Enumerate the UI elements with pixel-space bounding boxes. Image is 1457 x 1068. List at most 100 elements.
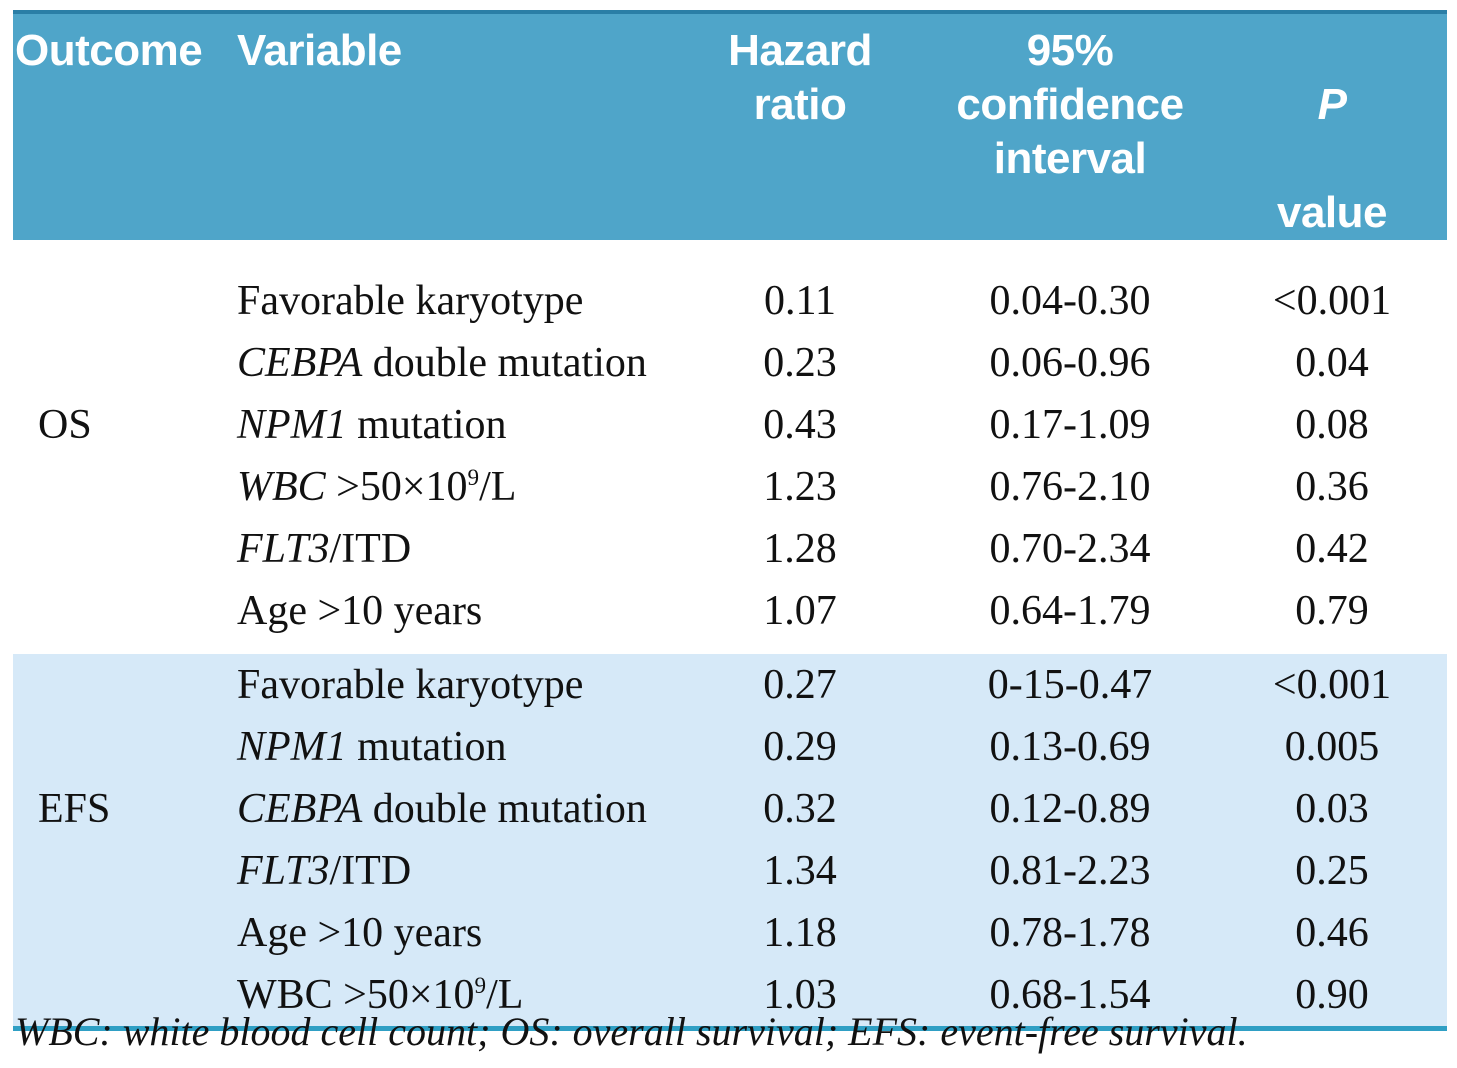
superscript-exponent: 9 <box>467 464 480 490</box>
p-value-header-letter: P <box>1317 80 1347 129</box>
variable-text: Age >10 years <box>237 588 483 634</box>
confidence-interval-cell: 0.70-2.34 <box>989 526 1151 572</box>
p-value-cell: <0.001 <box>1272 278 1392 324</box>
variable-text: /L <box>479 464 517 510</box>
hazard-ratio-cell: 0.43 <box>763 402 837 448</box>
table-row: NPM1 mutation 0.29 0.13-0.69 0.005 <box>13 716 1447 778</box>
table-body: OS Favorable karyotype 0.11 0.04-0.30 <0.001… <box>13 240 1447 1026</box>
p-value-cell: 0.03 <box>1295 786 1369 832</box>
table-footnote: WBC: white blood cell count; OS: overall… <box>15 1009 1248 1054</box>
hazard-ratio-cell: 0.11 <box>764 278 836 324</box>
p-value-header-word: value <box>1276 188 1388 237</box>
table-header-row: Outcome Variable Hazard ratio 95% confid… <box>13 10 1447 240</box>
variable-text: double mutation <box>362 340 647 386</box>
column-header-p-value: P value <box>1245 24 1447 240</box>
column-header-outcome: Outcome <box>15 26 203 75</box>
p-value-cell: 0.79 <box>1295 588 1369 634</box>
hazard-ratio-cell: 0.27 <box>763 662 837 708</box>
p-value-cell: 0.08 <box>1295 402 1369 448</box>
variable-text: >50×10 <box>325 464 468 510</box>
gene-name-italic: FLT3 <box>237 526 330 572</box>
variable-cell: Age >10 years <box>225 587 705 635</box>
p-value-cell: 0.46 <box>1295 910 1369 956</box>
variable-text: /ITD <box>329 526 412 572</box>
p-value-cell: 0.005 <box>1284 724 1380 770</box>
p-value-cell: 0.25 <box>1295 848 1369 894</box>
confidence-interval-cell: 0.06-0.96 <box>989 340 1151 386</box>
hazard-ratio-cell: 1.34 <box>763 848 837 894</box>
hazard-ratio-cell: 0.23 <box>763 340 837 386</box>
variable-cell: FLT3/ITD <box>225 525 705 573</box>
table-row: FLT3/ITD 1.28 0.70-2.34 0.42 <box>13 518 1447 580</box>
variable-cell: CEBPA double mutation <box>225 339 705 387</box>
outcome-section-os: OS Favorable karyotype 0.11 0.04-0.30 <0.001… <box>13 240 1447 654</box>
table-row: Age >10 years 1.18 0.78-1.78 0.46 <box>13 902 1447 964</box>
outcome-section-efs: EFS Favorable karyotype 0.27 0-15-0.47 <0.00… <box>13 654 1447 1026</box>
variable-cell: WBC >50×109/L <box>225 971 705 1019</box>
gene-name-italic: CEBPA <box>237 786 363 832</box>
table-row: WBC >50×109/L 1.03 0.68-1.54 0.90 <box>13 964 1447 1026</box>
table-row: Favorable karyotype 0.27 0-15-0.47 <0.001 <box>13 654 1447 716</box>
table-row: Favorable karyotype 0.11 0.04-0.30 <0.001 <box>13 270 1447 332</box>
variable-cell: FLT3/ITD <box>225 847 705 895</box>
variable-text: WBC >50×10 <box>237 972 475 1018</box>
confidence-interval-cell: 0-15-0.47 <box>987 662 1153 708</box>
hazard-ratio-table: Outcome Variable Hazard ratio 95% confid… <box>13 10 1447 1031</box>
p-value-cell: <0.001 <box>1272 662 1392 708</box>
confidence-interval-cell: 0.13-0.69 <box>989 724 1151 770</box>
gene-name-italic: NPM1 <box>237 402 347 448</box>
p-value-cell: 0.42 <box>1295 526 1369 572</box>
hazard-ratio-cell: 0.32 <box>763 786 837 832</box>
hazard-ratio-cell: 1.23 <box>763 464 837 510</box>
column-header-hazard-ratio: Hazard ratio <box>728 26 872 129</box>
hazard-ratio-cell: 1.03 <box>763 972 837 1018</box>
table-row: FLT3/ITD 1.34 0.81-2.23 0.25 <box>13 840 1447 902</box>
table-row: CEBPA double mutation 0.23 0.06-0.96 0.04 <box>13 332 1447 394</box>
outcome-label: OS <box>38 402 92 448</box>
gene-name-italic: WBC <box>237 464 326 510</box>
hazard-ratio-cell: 1.18 <box>763 910 837 956</box>
column-header-confidence-interval: 95% confidence interval <box>956 26 1184 183</box>
confidence-interval-cell: 0.17-1.09 <box>989 402 1151 448</box>
confidence-interval-cell: 0.64-1.79 <box>989 588 1151 634</box>
p-value-cell: 0.90 <box>1295 972 1369 1018</box>
variable-text: mutation <box>346 402 507 448</box>
table-row: NPM1 mutation 0.43 0.17-1.09 0.08 <box>13 394 1447 456</box>
hazard-ratio-cell: 1.28 <box>763 526 837 572</box>
variable-cell: CEBPA double mutation <box>225 785 705 833</box>
table-row: CEBPA double mutation 0.32 0.12-0.89 0.03 <box>13 778 1447 840</box>
variable-text: Age >10 years <box>237 910 483 956</box>
variable-text: mutation <box>346 724 507 770</box>
variable-cell: Age >10 years <box>225 909 705 957</box>
variable-cell: NPM1 mutation <box>225 723 705 771</box>
table-bottom-rule <box>13 1026 1447 1031</box>
hazard-ratio-cell: 0.29 <box>763 724 837 770</box>
confidence-interval-cell: 0.12-0.89 <box>989 786 1151 832</box>
variable-text: double mutation <box>362 786 647 832</box>
gene-name-italic: NPM1 <box>237 724 347 770</box>
variable-text: Favorable karyotype <box>237 662 584 708</box>
variable-text: /L <box>486 972 524 1018</box>
variable-text: /ITD <box>329 848 412 894</box>
variable-cell: Favorable karyotype <box>225 277 705 325</box>
confidence-interval-cell: 0.68-1.54 <box>989 972 1151 1018</box>
superscript-exponent: 9 <box>474 972 487 998</box>
p-value-cell: 0.04 <box>1295 340 1369 386</box>
variable-cell: NPM1 mutation <box>225 401 705 449</box>
confidence-interval-cell: 0.81-2.23 <box>989 848 1151 894</box>
variable-cell: Favorable karyotype <box>225 661 705 709</box>
p-value-cell: 0.36 <box>1295 464 1369 510</box>
hazard-ratio-cell: 1.07 <box>763 588 837 634</box>
variable-text: Favorable karyotype <box>237 278 584 324</box>
table-row: WBC >50×109/L 1.23 0.76-2.10 0.36 <box>13 456 1447 518</box>
outcome-label: EFS <box>38 786 111 832</box>
confidence-interval-cell: 0.78-1.78 <box>989 910 1151 956</box>
confidence-interval-cell: 0.76-2.10 <box>989 464 1151 510</box>
column-header-variable: Variable <box>237 26 402 75</box>
gene-name-italic: FLT3 <box>237 848 330 894</box>
confidence-interval-cell: 0.04-0.30 <box>989 278 1151 324</box>
table-row: Age >10 years 1.07 0.64-1.79 0.79 <box>13 580 1447 642</box>
gene-name-italic: CEBPA <box>237 340 363 386</box>
variable-cell: WBC >50×109/L <box>225 463 705 511</box>
